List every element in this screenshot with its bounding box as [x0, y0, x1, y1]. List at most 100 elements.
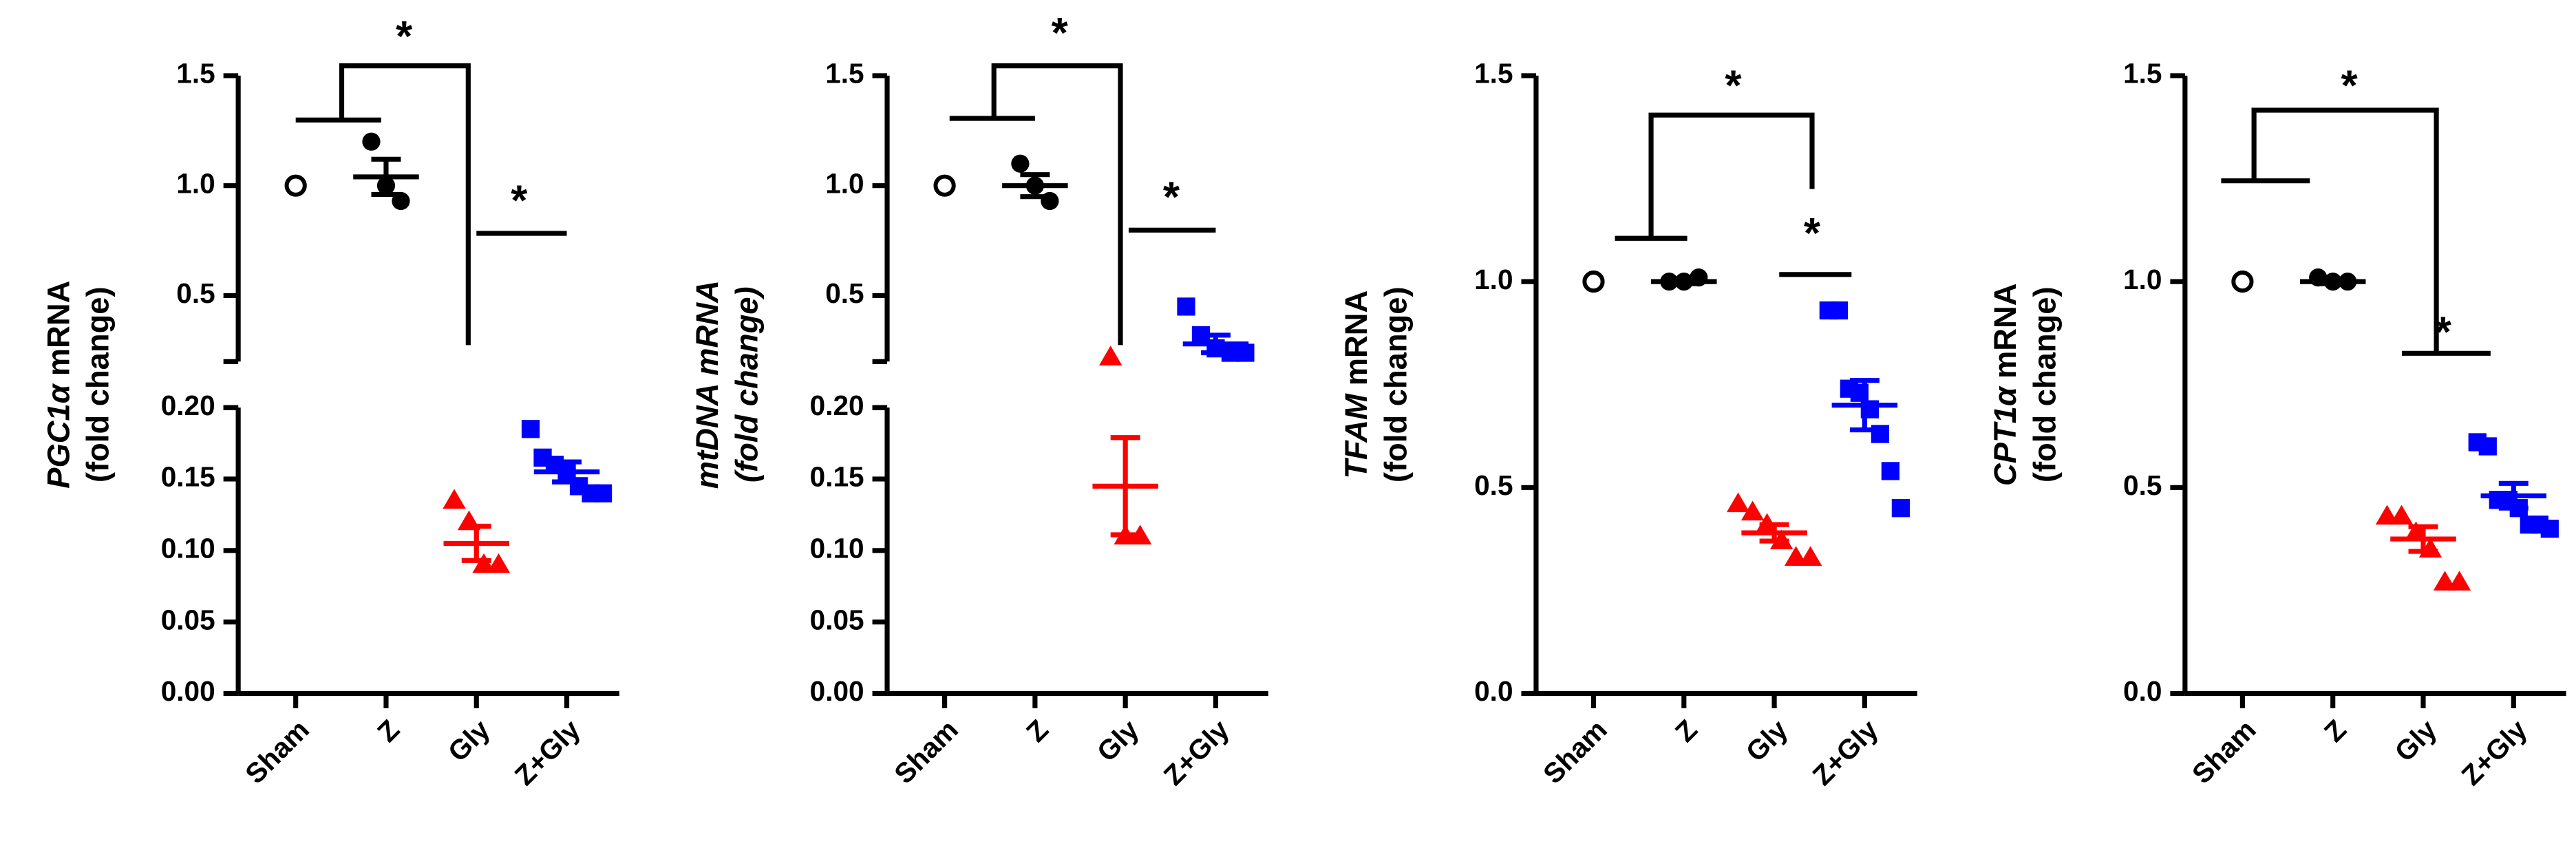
- significance: *: [2435, 308, 2452, 356]
- y-tick-label: 0.15: [810, 461, 864, 493]
- data-point: [2389, 505, 2414, 525]
- significance: *: [2341, 62, 2358, 109]
- y-axis-label-part: mRNA: [1988, 283, 2023, 379]
- x-tick-label: Z: [371, 714, 405, 748]
- data-point: [1582, 271, 1605, 293]
- x-tick-label: Gly: [1091, 713, 1145, 767]
- y-tick-label: 1.5: [825, 58, 864, 89]
- bracket: [339, 63, 471, 346]
- y-axis-label-part: (fold change): [2027, 286, 2062, 483]
- data-point: [1798, 546, 1822, 566]
- x-tick-label: Sham: [1537, 714, 1613, 790]
- data-point: [2447, 571, 2471, 591]
- y-tick-label: 1.0: [176, 167, 215, 199]
- x-tick-label: Z: [1669, 714, 1703, 748]
- data-point: [1098, 346, 1122, 365]
- data-point: [1726, 492, 1750, 513]
- x-tick-label: Z+Gly: [509, 713, 586, 791]
- x-tick-label: Z+Gly: [1807, 713, 1884, 791]
- data-point: [593, 484, 613, 502]
- bracket: [2251, 107, 2439, 354]
- significance: *: [1725, 62, 1742, 109]
- y-tick-label: 1.5: [176, 58, 215, 89]
- y-axis-label-part: (fold change): [81, 286, 116, 483]
- data-point: [933, 174, 956, 197]
- y-tick-label: 0.00: [810, 675, 864, 707]
- panel: 0.00 0.05 0.10 0.15 0.20 0.5 1.0 1.5 PGC1α mRNA (f…: [41, 13, 619, 792]
- y-tick-label: 0.10: [810, 533, 864, 564]
- y-tick-label: 0.5: [825, 277, 864, 309]
- error-bar: [371, 156, 401, 198]
- x-tick-label: Z: [2318, 714, 2352, 748]
- error-bar: [552, 459, 582, 485]
- data-point: [2231, 271, 2254, 293]
- y-tick-label: 1.0: [825, 167, 864, 199]
- y-tick-label: 1.0: [2123, 264, 2162, 295]
- y-tick-label: 1.5: [2123, 58, 2162, 89]
- x-tick-label: Sham: [239, 714, 315, 790]
- significance: *: [1163, 174, 1180, 222]
- error-bar: [1669, 277, 1699, 286]
- x-tick-label: Sham: [888, 714, 964, 790]
- y-tick-label: 1.5: [1474, 58, 1513, 89]
- y-tick-label: 0.05: [810, 604, 864, 635]
- significance: *: [396, 13, 413, 61]
- error-bar: [1020, 172, 1050, 200]
- panel: 0.0 0.5 1.0 1.5 TFAM mRNA (fold change) Sham Z Gl…: [1339, 58, 1917, 792]
- error-bar: [1849, 378, 1880, 433]
- panel: 0.00 0.05 0.10 0.15 0.20 0.5 1.0 1.5 mtDNA mRNA(…: [690, 10, 1268, 792]
- data-point: [1891, 499, 1910, 518]
- data-point: [362, 132, 381, 151]
- y-axis-label-part: (fold change): [1378, 286, 1413, 483]
- significance: *: [511, 178, 528, 225]
- data-point: [2478, 437, 2497, 456]
- data-point: [1784, 546, 1808, 566]
- data-point: [2433, 571, 2457, 591]
- y-axis-label-line: (fold change): [81, 286, 116, 483]
- y-axis-label-part: mtDNA mRNA: [690, 280, 725, 489]
- y-axis-label-part: CPT1α: [1988, 385, 2023, 486]
- error-bar: [1200, 332, 1231, 356]
- y-tick-label: 0.20: [810, 390, 864, 421]
- data-point: [472, 553, 496, 573]
- data-point: [487, 553, 511, 573]
- data-point: [1236, 343, 1255, 362]
- y-tick-label: 0.5: [2123, 469, 2162, 501]
- y-axis-label-part: PGC1α: [41, 383, 76, 488]
- y-axis-label-line: CPT1α mRNA: [1988, 283, 2023, 486]
- y-tick-label: 0.20: [161, 390, 215, 421]
- y-tick-label: 0.5: [176, 277, 215, 309]
- x-tick-label: Sham: [2186, 714, 2262, 790]
- y-tick-label: 0.0: [1474, 675, 1513, 707]
- bracket: [991, 63, 1123, 346]
- data-point: [1829, 301, 1848, 320]
- y-axis-label-line: (fold change): [1378, 286, 1413, 483]
- significance: *: [1804, 210, 1821, 257]
- x-tick-label: Gly: [442, 713, 496, 767]
- data-point: [443, 489, 466, 509]
- y-tick-label: 0.05: [161, 604, 215, 635]
- error-bar: [1110, 435, 1140, 538]
- data-point: [284, 174, 307, 197]
- y-axis-label-part: mRNA: [1339, 290, 1374, 386]
- x-tick-label: Z+Gly: [1158, 713, 1235, 791]
- error-bar: [2408, 524, 2438, 554]
- y-axis-label-part: TFAM: [1339, 393, 1374, 479]
- y-axis-label-part: mRNA: [41, 281, 76, 377]
- x-tick-label: Gly: [1740, 713, 1794, 767]
- data-point: [2540, 520, 2559, 538]
- panel: 0.0 0.5 1.0 1.5 CPT1α mRNA (fold change) Sham Z G…: [1988, 58, 2566, 792]
- x-tick-label: Z: [1020, 714, 1054, 748]
- y-tick-label: 0.10: [161, 533, 215, 564]
- y-tick-label: 0.00: [161, 675, 215, 707]
- y-axis-label-line: (fold change): [2027, 286, 2062, 483]
- y-axis-label-line: TFAM mRNA: [1339, 290, 1374, 479]
- error-bar: [2498, 480, 2529, 511]
- data-point: [1011, 154, 1030, 173]
- data-point: [1177, 297, 1195, 316]
- y-axis-label-line: (fold change): [730, 286, 765, 483]
- y-axis-label-part: (fold change): [730, 286, 765, 483]
- data-point: [1881, 462, 1900, 480]
- data-point: [2375, 505, 2399, 525]
- y-tick-label: 1.0: [1474, 264, 1513, 295]
